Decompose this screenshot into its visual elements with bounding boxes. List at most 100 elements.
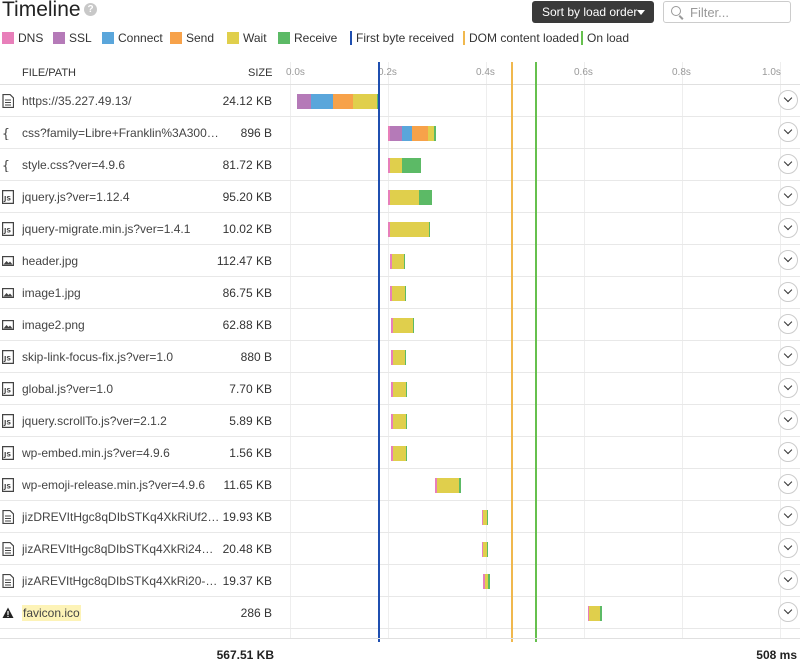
timing-segment-wait — [483, 510, 487, 525]
request-row[interactable]: jizDREVItHgc8qDIbSTKq4XkRiUf2zc... 19.93 … — [0, 501, 800, 533]
total-time: 508 ms — [756, 648, 797, 662]
request-row[interactable]: { } style.css?ver=4.9.6 81.72 KB — [0, 149, 800, 181]
braces-icon: { } — [2, 126, 25, 142]
request-row[interactable]: https://35.227.49.13/24.12 KB — [0, 85, 800, 117]
request-row[interactable]: jizAREVItHgc8qDIbSTKq4XkRi24_SI0... 20.48… — [0, 533, 800, 565]
timing-bar[interactable] — [435, 478, 461, 493]
svg-text:JS: JS — [3, 387, 11, 395]
page-title: Timeline — [2, 0, 81, 21]
timing-bar[interactable] — [391, 350, 407, 365]
js-file-icon: JS — [2, 350, 14, 364]
timing-segment-dns — [391, 446, 393, 461]
request-row[interactable]: image2.png 62.88 KB — [0, 309, 800, 341]
request-size: 62.88 KB — [222, 318, 272, 332]
js-file-icon: JS — [2, 446, 14, 460]
timing-bar[interactable] — [388, 158, 422, 173]
timing-segment-receive — [418, 190, 433, 205]
on-load-marker — [535, 62, 537, 642]
request-row[interactable]: { } css?family=Libre+Franklin%3A300%... 89… — [0, 117, 800, 149]
expand-row-chevron-icon[interactable] — [778, 122, 798, 142]
svg-text:JS: JS — [3, 227, 11, 235]
request-path: skip-link-focus-fix.js?ver=1.0 — [22, 350, 174, 364]
request-path: global.js?ver=1.0 — [22, 382, 114, 396]
timing-bar[interactable] — [391, 414, 408, 429]
request-path: jizDREVItHgc8qDIbSTKq4XkRiUf2zc... — [22, 510, 220, 524]
timing-bar[interactable] — [388, 126, 436, 141]
time-tick-label: 0.4s — [476, 67, 495, 78]
request-row[interactable]: JS wp-embed.min.js?ver=4.9.6 1.56 KB — [0, 437, 800, 469]
timing-bar[interactable] — [391, 318, 415, 333]
image-icon — [2, 254, 15, 268]
timing-bar[interactable] — [483, 574, 490, 589]
timing-segment-wait — [352, 94, 378, 109]
grid-line — [486, 62, 487, 638]
legend-swatch — [2, 32, 14, 44]
request-row[interactable]: header.jpg 112.47 KB — [0, 245, 800, 277]
timing-bar[interactable] — [297, 94, 381, 109]
filter-input[interactable] — [690, 4, 786, 20]
expand-row-chevron-icon[interactable] — [778, 218, 798, 238]
timing-bar[interactable] — [390, 286, 407, 301]
timing-bar[interactable] — [388, 190, 433, 205]
expand-row-chevron-icon[interactable] — [778, 314, 798, 334]
expand-row-chevron-icon[interactable] — [778, 282, 798, 302]
timing-bar[interactable] — [587, 606, 602, 621]
expand-row-chevron-icon[interactable] — [778, 186, 798, 206]
request-size: 286 B — [240, 606, 272, 620]
request-row[interactable]: JS global.js?ver=1.0 7.70 KB — [0, 373, 800, 405]
legend-swatch — [170, 32, 182, 44]
timing-bar[interactable] — [388, 222, 431, 237]
expand-row-chevron-icon[interactable] — [778, 474, 798, 494]
request-row[interactable]: image1.jpg 86.75 KB — [0, 277, 800, 309]
time-tick-label: 1.0s — [762, 67, 781, 78]
legend-label: SSL — [69, 31, 92, 45]
expand-row-chevron-icon[interactable] — [778, 538, 798, 558]
timing-segment-wait — [392, 318, 413, 333]
timing-segment-wait — [483, 542, 487, 557]
legend-swatch — [350, 31, 352, 45]
expand-row-chevron-icon[interactable] — [778, 378, 798, 398]
request-size: 7.70 KB — [229, 382, 272, 396]
timing-segment-dns — [388, 190, 390, 205]
request-row[interactable]: jizAREVItHgc8qDIbSTKq4XkRi20-SI0... 19.37… — [0, 565, 800, 597]
timing-segment-ssl — [389, 126, 402, 141]
timing-bar[interactable] — [390, 254, 406, 269]
request-row[interactable]: JS skip-link-focus-fix.js?ver=1.0 880 B — [0, 341, 800, 373]
document-icon — [2, 93, 15, 109]
request-row[interactable]: JS jquery.scrollTo.js?ver=2.1.2 5.89 KB — [0, 405, 800, 437]
request-row[interactable]: JS jquery-migrate.min.js?ver=1.4.1 10.02 K… — [0, 213, 800, 245]
timing-bar[interactable] — [391, 382, 408, 397]
expand-row-chevron-icon[interactable] — [778, 154, 798, 174]
timing-segment-dns — [388, 158, 390, 173]
help-icon[interactable]: ? — [84, 3, 97, 16]
timing-segment-dns — [388, 222, 390, 237]
expand-row-chevron-icon[interactable] — [778, 506, 798, 526]
request-size: 11.65 KB — [223, 478, 272, 492]
request-row[interactable]: JS jquery.js?ver=1.12.4 95.20 KB — [0, 181, 800, 213]
file-path-column-header[interactable]: FILE/PATH — [22, 67, 76, 79]
expand-row-chevron-icon[interactable] — [778, 90, 798, 110]
request-path: jquery.scrollTo.js?ver=2.1.2 — [22, 414, 167, 428]
request-row[interactable]: JS wp-emoji-release.min.js?ver=4.9.6 11.65… — [0, 469, 800, 501]
expand-row-chevron-icon[interactable] — [778, 346, 798, 366]
expand-row-chevron-icon[interactable] — [778, 250, 798, 270]
request-path: image2.png — [22, 318, 85, 332]
timing-bar[interactable] — [481, 510, 489, 525]
filter-field[interactable] — [663, 1, 791, 23]
first-byte-marker — [378, 62, 380, 642]
request-path: jizAREVItHgc8qDIbSTKq4XkRi24_SI0... — [22, 542, 220, 556]
dom-content-loaded-marker — [511, 62, 513, 642]
expand-row-chevron-icon[interactable] — [778, 442, 798, 462]
expand-row-chevron-icon[interactable] — [778, 602, 798, 622]
expand-row-chevron-icon[interactable] — [778, 570, 798, 590]
size-column-header[interactable]: SIZE — [248, 67, 273, 79]
legend-swatch — [53, 32, 65, 44]
request-row[interactable]: favicon.ico 286 B — [0, 597, 800, 629]
timing-segment-wait — [437, 478, 460, 493]
expand-row-chevron-icon[interactable] — [778, 410, 798, 430]
timing-bar[interactable] — [481, 542, 489, 557]
timing-bar[interactable] — [391, 446, 408, 461]
sort-dropdown[interactable]: Sort by load order — [532, 1, 654, 23]
request-size: 5.89 KB — [229, 414, 272, 428]
timing-segment-wait — [392, 350, 405, 365]
